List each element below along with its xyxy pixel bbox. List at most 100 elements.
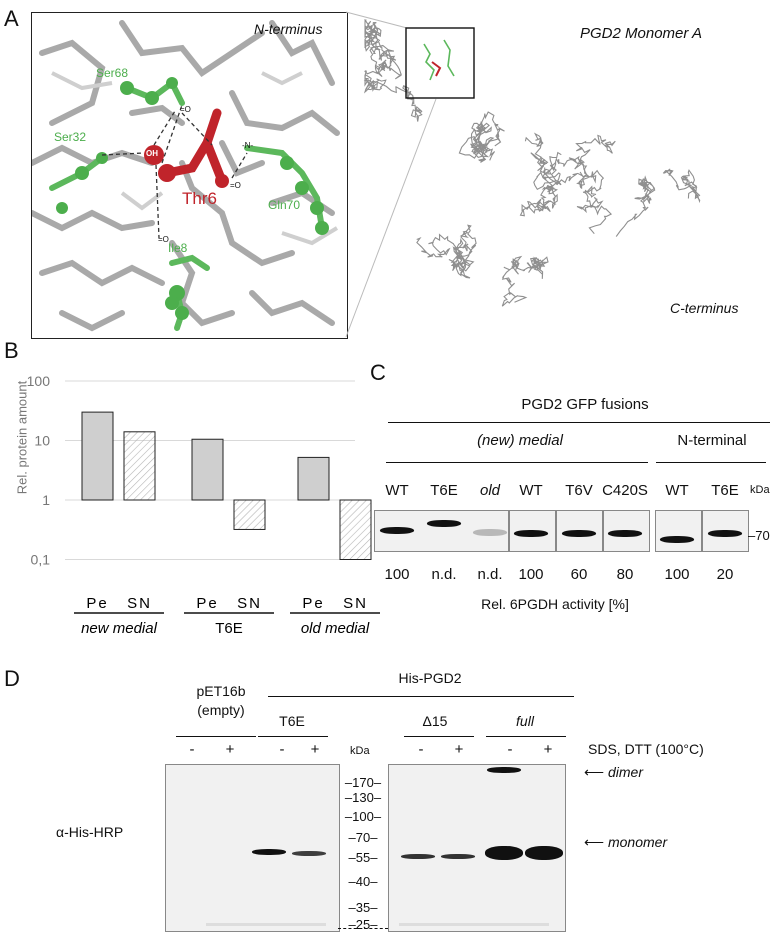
band-t6e-plus (292, 851, 326, 856)
ser32-label: Ser32 (54, 130, 87, 144)
bar-pe (297, 456, 330, 501)
minus-sign: - (189, 741, 195, 758)
backbone-strand (416, 224, 477, 279)
x-tick-label: Pe (86, 595, 108, 612)
full-label: full (516, 713, 534, 729)
y-tick-label: 0,1 (31, 552, 51, 568)
x-tick-label: SN (237, 595, 262, 612)
plus-sign: + (225, 741, 235, 758)
c-lane-label: T6E (711, 482, 739, 499)
c-kda-label: kDa (750, 484, 770, 496)
dimer-arrow: ⟵ dimer (584, 764, 643, 780)
band-delta15-plus (441, 854, 475, 859)
n-terminus-label: N-terminus (254, 21, 323, 37)
activity-value: 80 (616, 566, 634, 583)
c-marker-value: 70 (755, 528, 770, 543)
o-label-1: =O (180, 105, 191, 114)
structure-title: PGD2 Monomer A (580, 25, 702, 42)
activity-value: 100 (384, 566, 410, 583)
c-band (427, 520, 461, 527)
dimer-label: dimer (607, 764, 643, 780)
activity-value: 100 (664, 566, 690, 583)
band-t6e-minus (252, 849, 286, 855)
c-band (708, 530, 742, 537)
plus-sign: + (310, 741, 320, 758)
sds-label: SDS, DTT (100°C) (588, 741, 704, 757)
x-tick-label: Pe (196, 595, 218, 612)
d-kda-label: kDa (350, 745, 370, 757)
band-full-minus (485, 846, 523, 860)
c-lane-label: WT (385, 482, 409, 499)
backbone-strand (501, 255, 549, 307)
pet-line (176, 736, 256, 737)
x-tick-label: SN (127, 595, 152, 612)
delta15-line (404, 736, 474, 737)
c-lane-label: T6E (430, 482, 458, 499)
his-title-line (268, 696, 574, 697)
full-structure (363, 19, 701, 307)
his-title: His-PGD2 (398, 670, 462, 686)
oh-label: OH (146, 149, 158, 158)
panel-a-label: A (4, 6, 19, 31)
kda-marker: –35– (348, 900, 378, 915)
panel-c-label: C (370, 360, 386, 385)
group-label: new medial (81, 620, 158, 637)
t6e-line (258, 736, 328, 737)
backbone-strand (458, 111, 505, 163)
activity-value: 100 (518, 566, 544, 583)
y-tick-label: 100 (27, 373, 51, 389)
c-terminus-label: C-terminus (670, 300, 739, 316)
c-band (562, 530, 596, 537)
bar-chart: 100 10 1 0,1 Pe SN new medial Pe SN T6E Pe SN old me… (27, 373, 380, 637)
backbone-strand (524, 132, 588, 210)
c-band (608, 530, 642, 537)
c-lane-label: C420S (602, 482, 648, 499)
c-lane-label: WT (519, 482, 543, 499)
backbone-strand (519, 151, 562, 217)
backbone-strand (615, 175, 656, 237)
y-tick-label: 10 (34, 433, 50, 449)
bar-sn (339, 499, 372, 560)
c-band (380, 527, 414, 534)
c-lane-label: old (479, 482, 501, 499)
band-delta15-minus (401, 854, 435, 859)
kda-marker: –55– (348, 850, 378, 865)
c-band (514, 530, 548, 537)
minus-sign: - (507, 741, 513, 758)
kda-marker: –70– (348, 830, 378, 845)
medial-group-label: (new) medial (477, 432, 563, 449)
bar-sn (233, 499, 266, 530)
zoom-structure (32, 20, 340, 332)
thr6-label: Thr6 (182, 189, 217, 208)
monomer-arrow: ⟵ monomer (584, 834, 668, 850)
n-label: -N- (242, 141, 254, 150)
delta15-label: Δ15 (422, 713, 448, 729)
ile8-label: Ile8 (168, 241, 188, 255)
blot-left (165, 764, 340, 932)
bar-pe (81, 411, 114, 501)
zoom-box: N-terminus Ser68 Ser32 Gln70 Ile8 Thr6 O… (31, 12, 348, 339)
backbone-strand (575, 134, 616, 235)
faint-bottom-right (399, 923, 549, 926)
pet-sub-label: (empty) (197, 702, 245, 718)
activity-value: n.d. (477, 566, 503, 583)
antibody-label: α-His-HRP (56, 824, 124, 840)
t6e-label: T6E (279, 713, 305, 729)
bar-pe (191, 438, 224, 501)
group-label: old medial (301, 620, 370, 637)
gln70-label: Gln70 (268, 198, 301, 212)
backbone-strand (363, 19, 397, 65)
fusion-title-line (388, 422, 770, 423)
x-tick-label: SN (343, 595, 368, 612)
activity-value: 20 (716, 566, 734, 583)
nterm-group-label: N-terminal (677, 432, 747, 449)
x-tick-label: Pe (302, 595, 324, 612)
activity-value: n.d. (431, 566, 457, 583)
minus-sign: - (279, 741, 285, 758)
panel-b-label: B (4, 338, 19, 363)
c-band (473, 529, 507, 536)
activity-label: Rel. 6PGDH activity [%] (481, 596, 629, 612)
group-label: T6E (215, 620, 243, 637)
medial-group-line (386, 462, 648, 463)
panel-d-label: D (4, 666, 20, 691)
